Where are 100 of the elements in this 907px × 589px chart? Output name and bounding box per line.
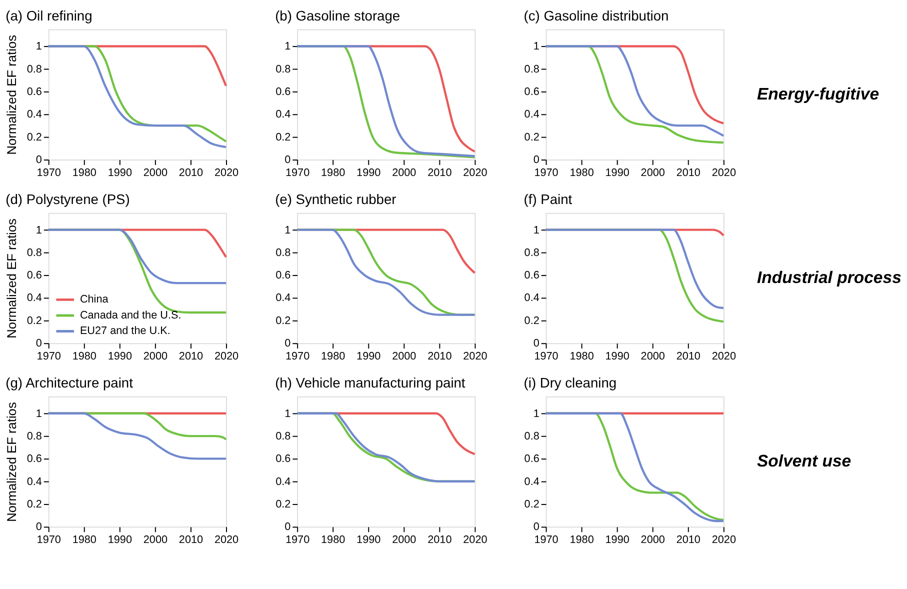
- x-tick-label: 1980: [72, 166, 96, 179]
- y-tick-label: 0.6: [524, 86, 540, 98]
- y-tick-label: 0.4: [524, 476, 540, 488]
- y-tick-label: 0: [284, 154, 291, 166]
- x-tick-label: 2000: [143, 166, 168, 179]
- y-tick-label: 1: [36, 224, 42, 236]
- x-tick-label: 1980: [321, 534, 346, 546]
- y-tick-label: 0: [284, 521, 291, 534]
- y-tick-label: 1: [36, 40, 42, 53]
- x-tick-label: 2000: [392, 166, 416, 179]
- y-tick-label: 0.6: [26, 453, 42, 466]
- y-tick-label: 0.2: [26, 314, 42, 327]
- x-tick-label: 2000: [392, 534, 416, 546]
- chart-title: (d) Polystyrene (PS): [6, 190, 130, 207]
- x-tick-label: 1970: [36, 166, 61, 179]
- chart-title: (g) Architecture paint: [6, 374, 134, 391]
- x-tick-label: 1980: [321, 166, 346, 179]
- x-tick-label: 2000: [392, 350, 416, 362]
- y-tick-label: 0.4: [524, 292, 540, 304]
- y-tick-label: 0.6: [276, 86, 291, 98]
- x-tick-label: 1990: [605, 534, 630, 546]
- x-tick-label: 1980: [72, 350, 96, 362]
- y-tick-label: 0: [36, 521, 42, 534]
- y-tick-label: 0: [284, 338, 291, 350]
- x-tick-label: 2000: [143, 350, 168, 362]
- chart-title: (f) Paint: [524, 190, 572, 207]
- y-tick-label: 0.2: [524, 314, 540, 327]
- y-tick-label: 0.2: [524, 131, 540, 144]
- y-axis-title: Normalized EF ratios: [4, 402, 19, 522]
- x-tick-label: 1970: [534, 166, 558, 179]
- y-tick-label: 0.4: [26, 476, 42, 488]
- y-tick-label: 1: [284, 224, 291, 236]
- y-tick-label: 0.2: [276, 314, 291, 327]
- x-tick-label: 2020: [712, 166, 736, 179]
- x-tick-label: 1990: [108, 166, 132, 179]
- y-tick-label: 0: [533, 338, 540, 350]
- x-tick-label: 2020: [463, 350, 488, 362]
- y-tick-label: 1: [533, 408, 540, 420]
- x-tick-label: 2020: [712, 350, 736, 362]
- x-tick-label: 1990: [356, 350, 381, 362]
- y-tick-label: 0.8: [26, 63, 42, 76]
- y-tick-label: 0.4: [276, 476, 291, 488]
- x-tick-label: 2010: [676, 350, 700, 362]
- x-tick-label: 1990: [356, 166, 381, 179]
- x-tick-label: 1980: [570, 166, 594, 179]
- legend-label: China: [80, 294, 110, 306]
- chart-title: (i) Dry cleaning: [524, 374, 617, 391]
- x-tick-label: 2020: [214, 534, 239, 546]
- x-tick-label: 2010: [428, 350, 452, 362]
- y-tick-label: 0.6: [524, 270, 540, 282]
- chart-title: (b) Gasoline storage: [275, 7, 400, 24]
- y-tick-label: 0.8: [524, 246, 540, 259]
- y-tick-label: 0.2: [26, 498, 42, 510]
- y-tick-label: 0.8: [276, 430, 291, 443]
- line-series: [296, 228, 476, 316]
- x-tick-label: 1970: [286, 534, 310, 546]
- x-tick-label: 1970: [36, 350, 61, 362]
- x-tick-label: 2000: [143, 534, 168, 546]
- y-tick-label: 0.8: [524, 63, 540, 76]
- y-axis-title: Normalized EF ratios: [4, 35, 19, 155]
- x-tick-label: 1970: [286, 166, 310, 179]
- x-tick-label: 1980: [321, 350, 346, 362]
- x-tick-label: 1990: [108, 350, 132, 362]
- line-series: [47, 228, 228, 284]
- y-tick-label: 0.8: [524, 430, 540, 443]
- y-axis-title: Normalized EF ratios: [4, 218, 19, 338]
- x-tick-label: 1980: [570, 534, 594, 546]
- x-tick-label: 2020: [463, 534, 488, 546]
- y-tick-label: 0.2: [524, 498, 540, 510]
- legend-label: EU27 and the U.K.: [80, 325, 170, 338]
- y-tick-label: 0.4: [524, 108, 540, 121]
- y-tick-label: 1: [36, 408, 42, 420]
- x-tick-label: 1970: [286, 350, 310, 362]
- x-tick-label: 1990: [605, 166, 630, 179]
- x-tick-label: 2000: [640, 534, 665, 546]
- x-tick-label: 2020: [712, 534, 736, 546]
- y-tick-label: 0.4: [276, 108, 291, 121]
- y-tick-label: 0.6: [26, 270, 42, 282]
- x-tick-label: 1990: [356, 534, 381, 546]
- x-tick-label: 1970: [534, 350, 558, 362]
- y-tick-label: 0.8: [26, 246, 42, 259]
- x-tick-label: 2000: [640, 166, 665, 179]
- x-tick-label: 2010: [178, 166, 204, 179]
- x-tick-label: 2010: [178, 534, 204, 546]
- y-tick-label: 1: [533, 224, 540, 236]
- chart-title: (e) Synthetic rubber: [275, 190, 397, 207]
- y-tick-label: 0.6: [26, 86, 42, 98]
- y-tick-label: 0: [533, 521, 540, 534]
- text: Solvent use: [756, 451, 852, 470]
- x-tick-label: 2020: [463, 166, 488, 179]
- y-tick-label: 1: [284, 408, 291, 420]
- x-tick-label: 2010: [178, 350, 204, 362]
- text: Energy-fugitive: [756, 84, 880, 104]
- y-tick-label: 0.6: [524, 453, 540, 466]
- x-tick-label: 1990: [605, 350, 630, 362]
- y-tick-label: 0.4: [26, 108, 42, 121]
- line-series: [296, 412, 476, 482]
- x-tick-label: 1990: [108, 534, 132, 546]
- chart-title: (h) Vehicle manufacturing paint: [275, 374, 466, 391]
- x-tick-label: 1970: [36, 534, 61, 546]
